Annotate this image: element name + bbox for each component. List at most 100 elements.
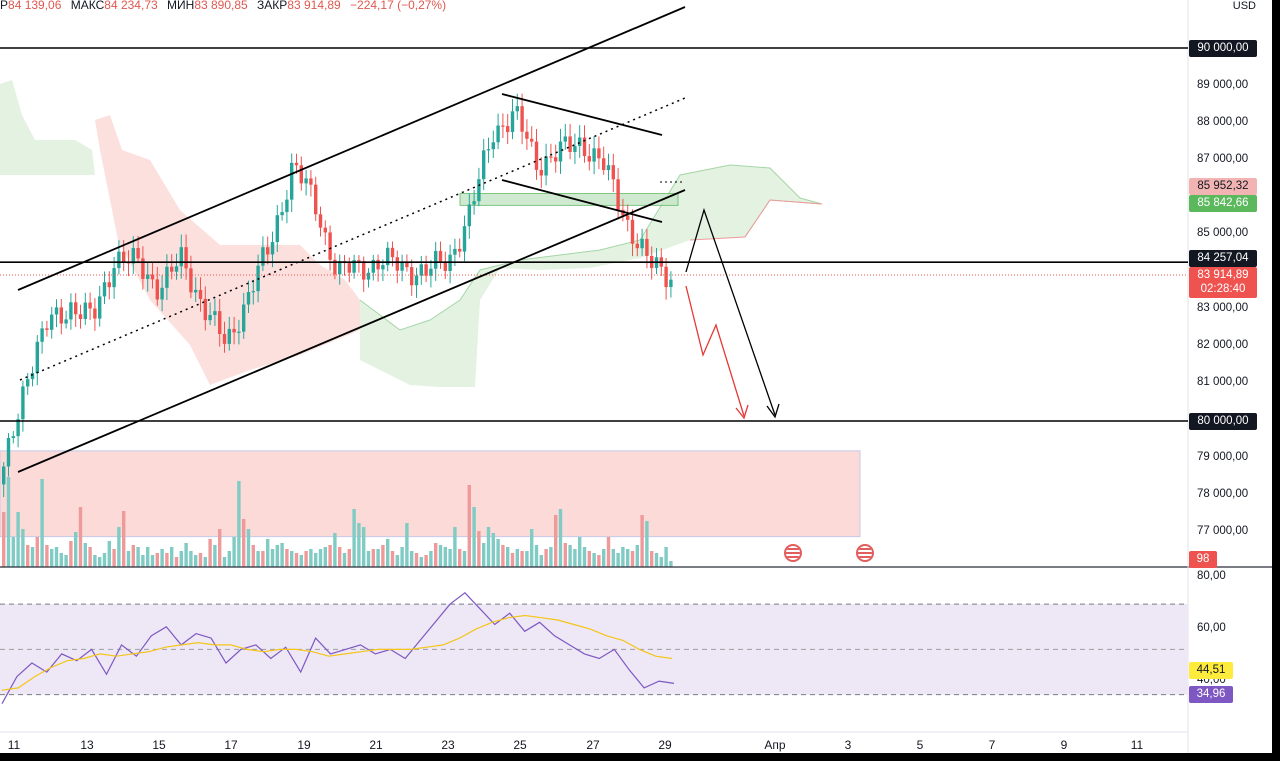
candle-body xyxy=(261,247,265,266)
candle-body xyxy=(30,373,35,380)
x-tick: 5 xyxy=(916,738,924,752)
volume-bar xyxy=(222,557,227,567)
candle-body xyxy=(74,302,78,315)
volume-bar xyxy=(122,511,126,567)
volume-bar xyxy=(64,555,68,567)
volume-bar xyxy=(400,547,404,567)
price-tick: 87 000,00 xyxy=(1197,153,1249,165)
candle-body xyxy=(45,328,49,330)
candle-body xyxy=(194,289,198,293)
volume-bar xyxy=(165,553,169,567)
candle-body xyxy=(554,157,558,162)
volume-bar xyxy=(386,539,390,567)
candle-body xyxy=(136,248,140,259)
volume-bar xyxy=(366,551,371,567)
volume-bar xyxy=(453,527,457,567)
frame-edge xyxy=(0,753,1280,761)
volume-bar xyxy=(93,555,97,567)
candle-body xyxy=(179,247,183,267)
candle-body xyxy=(338,260,342,275)
candle-body xyxy=(352,260,356,273)
support-zone xyxy=(0,450,861,538)
volume-bar xyxy=(563,543,567,567)
volume-bar xyxy=(376,549,380,567)
candle-body xyxy=(146,274,150,279)
candle-body xyxy=(347,263,351,273)
volume-bar xyxy=(611,549,615,567)
candle-body xyxy=(232,328,236,333)
volume-bar xyxy=(371,549,375,567)
volume-bar xyxy=(496,539,500,567)
volume-bar xyxy=(174,557,179,567)
candle-body xyxy=(309,178,313,185)
x-tick: 3 xyxy=(844,738,852,752)
volume-bar xyxy=(626,549,630,567)
volume-bar xyxy=(107,541,111,567)
x-tick: 23 xyxy=(441,738,455,752)
rsi-tick: 80,00 xyxy=(1197,570,1226,582)
price-tick: 81 000,00 xyxy=(1197,376,1249,388)
open-label: Р xyxy=(0,0,9,12)
line-84257-tag[interactable]: 84 257,04 xyxy=(1189,250,1257,267)
price-tick: 77 000,00 xyxy=(1197,525,1249,537)
volume-bar xyxy=(419,557,423,567)
countdown-tag: 02:28:40 xyxy=(1189,281,1257,298)
projection-arrowhead-black xyxy=(766,403,780,419)
candle-body xyxy=(59,307,63,324)
volume-bar xyxy=(592,553,596,567)
volume-bar xyxy=(304,551,308,567)
volume-bar xyxy=(309,549,313,567)
candle-body xyxy=(165,266,169,288)
volume-bar xyxy=(261,551,265,567)
candle-body xyxy=(558,141,563,162)
candle-body xyxy=(645,238,649,257)
candles[interactable] xyxy=(2,93,673,498)
volume-bar xyxy=(237,481,241,567)
volume-bar xyxy=(74,532,78,567)
volume-bar xyxy=(549,547,553,567)
x-tick: Апр xyxy=(764,738,786,752)
candle-body xyxy=(640,238,644,249)
candle-body xyxy=(270,242,275,255)
volume-bar xyxy=(194,555,198,567)
volume-bar xyxy=(515,549,519,567)
volume-bar xyxy=(246,529,251,567)
cloud-edge xyxy=(359,164,823,331)
volume-bar xyxy=(294,553,299,567)
volume-bar xyxy=(525,551,529,567)
candle-body xyxy=(414,275,419,286)
candle-body xyxy=(390,247,395,258)
candle-body xyxy=(102,282,107,297)
us-event-flag-icon[interactable] xyxy=(856,544,874,562)
volume-bar xyxy=(16,512,20,567)
projection-path-red xyxy=(685,285,745,417)
us-event-flag-icon[interactable] xyxy=(784,544,802,562)
candle-body xyxy=(626,215,630,220)
candle-body xyxy=(664,266,668,288)
candle-body xyxy=(578,137,582,147)
volume-bar xyxy=(98,557,102,567)
volume-bar xyxy=(208,539,212,567)
candle-body xyxy=(122,251,126,262)
volume-bar xyxy=(280,543,284,567)
volume-bar xyxy=(587,551,591,567)
flag-lower xyxy=(501,179,663,223)
candle-body xyxy=(376,259,380,270)
volume-bar xyxy=(395,555,399,567)
volume-bar xyxy=(477,531,481,567)
level-90000-tag[interactable]: 90 000,00 xyxy=(1189,40,1257,57)
volume-bar xyxy=(275,545,279,567)
volume-bar xyxy=(141,555,145,567)
volume-bar xyxy=(352,509,356,567)
volume-bar xyxy=(410,551,414,567)
level-80000-tag[interactable]: 80 000,00 xyxy=(1189,413,1257,430)
candle-body xyxy=(429,268,433,276)
volume-bar xyxy=(568,545,572,567)
rsi-value-tag: 34,96 xyxy=(1189,686,1233,703)
candle-body xyxy=(501,125,505,127)
rsi-tick: 60,00 xyxy=(1197,622,1226,634)
candle-body xyxy=(328,232,332,260)
candle-body xyxy=(318,214,323,228)
